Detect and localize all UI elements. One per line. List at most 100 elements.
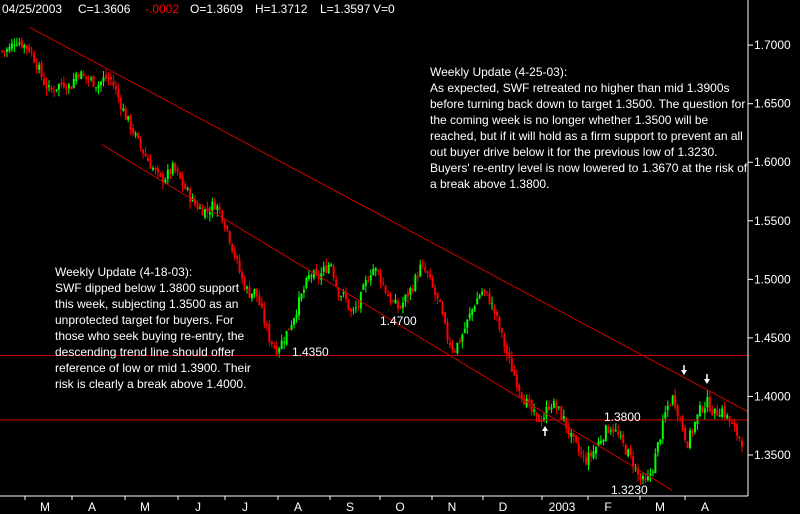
candle-body xyxy=(171,163,174,174)
candle-body xyxy=(129,115,132,131)
candle-body xyxy=(367,281,370,283)
x-tick-label: M xyxy=(140,500,150,514)
candle-body xyxy=(246,286,249,289)
candle-body xyxy=(481,291,484,295)
candle-body xyxy=(45,83,48,89)
candle-body xyxy=(448,342,451,345)
x-tick-label: A xyxy=(701,500,709,514)
candle-body xyxy=(684,428,687,441)
candle-body xyxy=(723,406,726,418)
candle-body xyxy=(15,44,18,46)
candle-body xyxy=(654,453,657,474)
candle-body xyxy=(295,314,298,318)
candle-body xyxy=(706,396,709,408)
candle-body xyxy=(473,306,476,310)
candle-body xyxy=(416,276,419,278)
candle-body xyxy=(233,249,236,258)
candle-body xyxy=(518,384,521,392)
x-tick-label: J xyxy=(242,500,248,514)
candle-body xyxy=(60,82,63,85)
x-tick-label: F xyxy=(604,500,611,514)
candle-body xyxy=(258,295,261,306)
candle-body xyxy=(483,289,486,292)
candle-body xyxy=(486,291,489,293)
candle-body xyxy=(550,407,553,410)
candle-body xyxy=(567,427,570,436)
candle-body xyxy=(466,319,469,328)
candle-body xyxy=(401,302,404,309)
candle-body xyxy=(85,76,88,79)
candle-body xyxy=(617,431,620,435)
candle-body xyxy=(555,403,558,409)
candle-body xyxy=(273,345,276,348)
candle-body xyxy=(159,172,162,176)
candle-body xyxy=(453,350,456,352)
candle-body xyxy=(736,424,739,436)
header-close: C=1.3606 xyxy=(78,2,131,16)
candle-body xyxy=(733,423,736,427)
candle-body xyxy=(208,212,211,215)
candle-body xyxy=(570,432,573,437)
x-tick-label: M xyxy=(40,500,50,514)
candle-body xyxy=(109,76,112,80)
candle-body xyxy=(696,414,699,425)
candle-body xyxy=(320,273,323,280)
candle-body xyxy=(659,439,662,444)
candle-body xyxy=(297,297,300,316)
header-change: -.0002 xyxy=(145,2,180,16)
candle-body xyxy=(359,292,362,309)
price-label: 1.4700 xyxy=(380,314,417,328)
x-tick-label: A xyxy=(294,500,302,514)
candle-body xyxy=(384,285,387,294)
candle-body xyxy=(223,222,226,228)
candle-body xyxy=(441,304,444,314)
candle-body xyxy=(396,301,399,309)
candle-body xyxy=(528,399,531,402)
candle-body xyxy=(13,45,16,47)
candle-body xyxy=(530,400,533,412)
candle-body xyxy=(523,399,526,405)
candle-body xyxy=(347,299,350,310)
candle-body xyxy=(218,207,221,210)
candle-body xyxy=(637,468,640,475)
candle-body xyxy=(666,405,669,411)
candle-body xyxy=(275,345,278,355)
candle-body xyxy=(354,307,357,309)
candle-body xyxy=(305,278,308,288)
candle-body xyxy=(728,416,731,423)
candle-body xyxy=(270,341,273,345)
candle-body xyxy=(505,345,508,355)
note-2-body: SWF dipped below 1.3800 support this wee… xyxy=(55,281,251,391)
candle-body xyxy=(241,272,244,279)
candle-body xyxy=(142,149,145,154)
y-tick-label: 1.7000 xyxy=(754,38,791,52)
candle-body xyxy=(374,268,377,271)
candle-body xyxy=(379,271,382,283)
candle-body xyxy=(139,139,142,148)
candle-body xyxy=(369,275,372,281)
candle-body xyxy=(90,77,93,80)
candle-body xyxy=(545,406,548,417)
candle-body xyxy=(285,330,288,345)
header-high: H=1.3712 xyxy=(255,2,308,16)
candle-body xyxy=(211,201,214,212)
down-arrow-icon xyxy=(704,374,710,384)
candle-body xyxy=(590,452,593,457)
candle-body xyxy=(478,295,481,299)
candle-body xyxy=(689,430,692,449)
candle-body xyxy=(250,293,253,299)
candle-body xyxy=(117,89,120,98)
arrow-head xyxy=(542,426,548,431)
candle-body xyxy=(213,202,216,210)
candle-body xyxy=(651,471,654,473)
candle-body xyxy=(671,395,674,405)
candle-body xyxy=(57,84,60,90)
candle-body xyxy=(679,418,682,420)
y-tick-label: 1.4000 xyxy=(754,389,791,403)
candle-body xyxy=(741,440,743,447)
price-label: 1.3800 xyxy=(604,410,641,424)
candle-body xyxy=(721,408,724,417)
candle-body xyxy=(493,305,496,314)
y-tick-label: 1.6500 xyxy=(754,97,791,111)
